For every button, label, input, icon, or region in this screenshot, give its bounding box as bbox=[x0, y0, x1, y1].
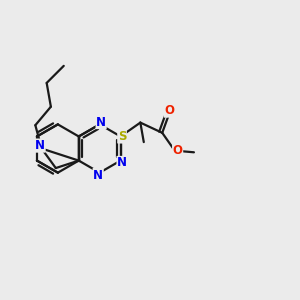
Text: N: N bbox=[96, 116, 106, 128]
Text: O: O bbox=[172, 144, 183, 157]
Text: N: N bbox=[35, 139, 45, 152]
Text: S: S bbox=[118, 130, 126, 143]
Text: O: O bbox=[164, 104, 174, 117]
Text: N: N bbox=[117, 157, 127, 169]
Text: N: N bbox=[93, 169, 103, 182]
